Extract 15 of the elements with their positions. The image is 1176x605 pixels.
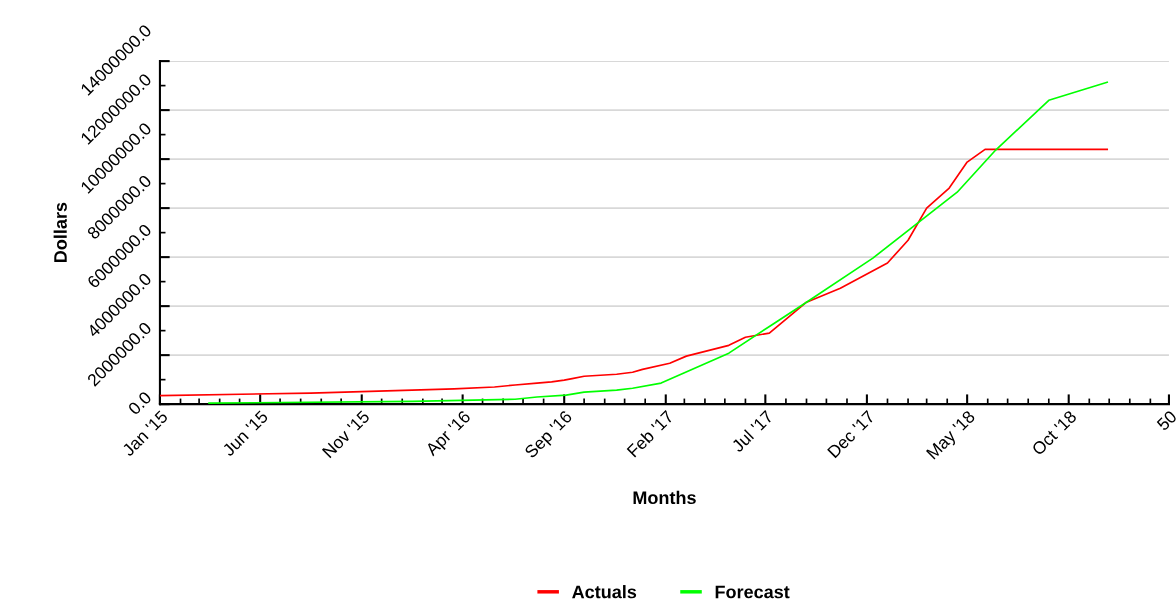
legend-label: Forecast (715, 585, 790, 599)
line-series (208, 81, 1109, 404)
x-tick-label: Jul '17 (730, 409, 774, 453)
x-tick-label: Jun '15 (221, 409, 269, 458)
x-tick-label: Sep '16 (523, 409, 576, 462)
x-tick-label: Nov '15 (321, 409, 371, 459)
y-axis-title: Dollars (53, 202, 67, 263)
x-tick-label: May '18 (925, 409, 979, 463)
line-series (159, 148, 1109, 397)
legend-label: Actuals (572, 585, 637, 599)
x-axis-title: Months (633, 490, 696, 505)
x-tick-label: Oct '18 (1031, 409, 1078, 456)
x-tick-label: Apr '16 (424, 409, 474, 459)
x-tick-label: Feb '17 (626, 409, 675, 458)
x-tick-label: Dec '17 (827, 410, 876, 459)
